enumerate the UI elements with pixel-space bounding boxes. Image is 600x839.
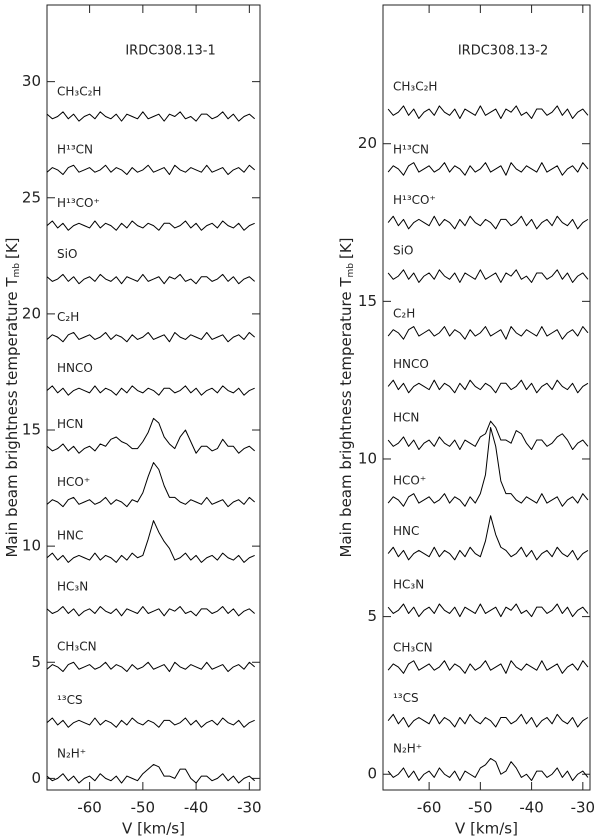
y-axis-title-unit: [K] bbox=[337, 237, 355, 259]
spectrum-line bbox=[387, 420, 589, 451]
spectrum-line bbox=[387, 426, 589, 507]
spectrum-label: HNCO bbox=[57, 361, 93, 375]
spectrum-label: CH₃CN bbox=[393, 641, 433, 655]
x-tick-label: -50 bbox=[131, 799, 156, 817]
spectrum-label: H¹³CO⁺ bbox=[393, 193, 436, 207]
y-axis-title-subscript: mb bbox=[12, 263, 22, 278]
spectrum-label: CH₃C₂H bbox=[57, 85, 101, 99]
y-axis-title-text: Main beam brightness temperature T bbox=[3, 277, 21, 558]
x-tick-label: -30 bbox=[237, 799, 262, 817]
spectrum-label: SiO bbox=[57, 247, 77, 261]
x-tick-label: -60 bbox=[77, 799, 102, 817]
spectrum-line bbox=[46, 331, 255, 343]
spectrum-line bbox=[46, 220, 255, 231]
y-tick-label: 10 bbox=[22, 537, 41, 555]
x-tick-label: -60 bbox=[417, 799, 442, 817]
spectrum-line bbox=[387, 713, 589, 728]
spectrum-line bbox=[387, 660, 589, 674]
spectrum-line bbox=[387, 379, 589, 394]
y-axis-title-unit: [K] bbox=[3, 237, 21, 259]
spectrum-line bbox=[387, 105, 589, 119]
spectrum-label: H¹³CO⁺ bbox=[57, 196, 100, 210]
spectrum-label: SiO bbox=[393, 243, 413, 257]
spectrum-label: ¹³CS bbox=[393, 691, 419, 705]
y-axis-title-text: Main beam brightness temperature T bbox=[337, 277, 355, 558]
spectrum-line bbox=[46, 111, 255, 122]
y-tick-label: 20 bbox=[358, 134, 377, 152]
spectrum-line bbox=[387, 603, 589, 618]
spectrum-line bbox=[46, 661, 255, 673]
spectrum-line bbox=[46, 520, 255, 563]
spectrum-line bbox=[46, 462, 255, 508]
y-tick-label: 10 bbox=[358, 449, 377, 467]
x-tick-label: -40 bbox=[519, 799, 544, 817]
spectrum-line bbox=[46, 164, 255, 176]
y-tick-label: 5 bbox=[367, 607, 377, 625]
spectrum-label: CH₃C₂H bbox=[393, 80, 437, 94]
y-tick-label: 0 bbox=[367, 765, 377, 783]
spectrum-label: CH₃CN bbox=[57, 640, 97, 654]
spectrum-line bbox=[46, 763, 255, 784]
spectrum-label: HNC bbox=[57, 528, 83, 542]
panel-annotation: IRDC308.13-1 bbox=[125, 44, 215, 59]
spectrum-label: HC₃N bbox=[393, 578, 424, 592]
y-tick-label: 30 bbox=[22, 72, 41, 90]
spectrum-label: H¹³CN bbox=[393, 143, 429, 157]
spectrum-line bbox=[387, 269, 589, 283]
spectrum-label: C₂H bbox=[393, 307, 415, 321]
plot-frame bbox=[46, 4, 261, 791]
spectrum-label: N₂H⁺ bbox=[393, 742, 422, 756]
spectrum-label: HNC bbox=[393, 524, 419, 538]
spectrum-label: N₂H⁺ bbox=[57, 747, 86, 761]
y-tick-label: 20 bbox=[22, 304, 41, 322]
y-tick-label: 25 bbox=[22, 188, 41, 206]
y-tick-label: 5 bbox=[31, 653, 41, 671]
spectrum-line bbox=[46, 273, 255, 285]
spectrum-label: HC₃N bbox=[57, 579, 88, 593]
y-tick-label: 15 bbox=[358, 292, 377, 310]
panel-annotation: IRDC308.13-2 bbox=[458, 44, 548, 59]
y-axis-title-subscript: mb bbox=[346, 263, 356, 278]
spectrum-line bbox=[387, 326, 589, 340]
spectrum-label: HCO⁺ bbox=[393, 474, 426, 488]
plot-frame bbox=[382, 4, 591, 791]
spectrum-line bbox=[46, 417, 255, 454]
spectrum-label: HNCO bbox=[393, 357, 429, 371]
y-axis-title: Main beam brightness temperature Tmb [K] bbox=[3, 237, 22, 557]
spectrum-label: C₂H bbox=[57, 310, 79, 324]
spectrum-label: HCN bbox=[393, 411, 419, 425]
x-axis-title: V [km/s] bbox=[122, 820, 185, 838]
spectrum-line bbox=[387, 215, 589, 230]
y-axis-title: Main beam brightness temperature Tmb [K] bbox=[337, 237, 356, 557]
spectrum-line bbox=[46, 385, 255, 396]
spectrum-line bbox=[387, 757, 589, 782]
spectrum-line bbox=[387, 515, 589, 561]
x-axis-title: V [km/s] bbox=[455, 820, 518, 838]
spectrum-label: HCO⁺ bbox=[57, 475, 90, 489]
x-tick-label: -40 bbox=[184, 799, 209, 817]
y-tick-label: 0 bbox=[31, 769, 41, 787]
spectrum-line bbox=[387, 162, 589, 176]
x-tick-label: -30 bbox=[571, 799, 596, 817]
y-tick-label: 15 bbox=[22, 421, 41, 439]
x-tick-label: -50 bbox=[468, 799, 493, 817]
spectrum-label: ¹³CS bbox=[57, 693, 83, 707]
spectrum-line bbox=[46, 606, 255, 617]
spectrum-line bbox=[46, 717, 255, 728]
spectrum-label: HCN bbox=[57, 417, 83, 431]
spectrum-label: H¹³CN bbox=[57, 143, 93, 157]
